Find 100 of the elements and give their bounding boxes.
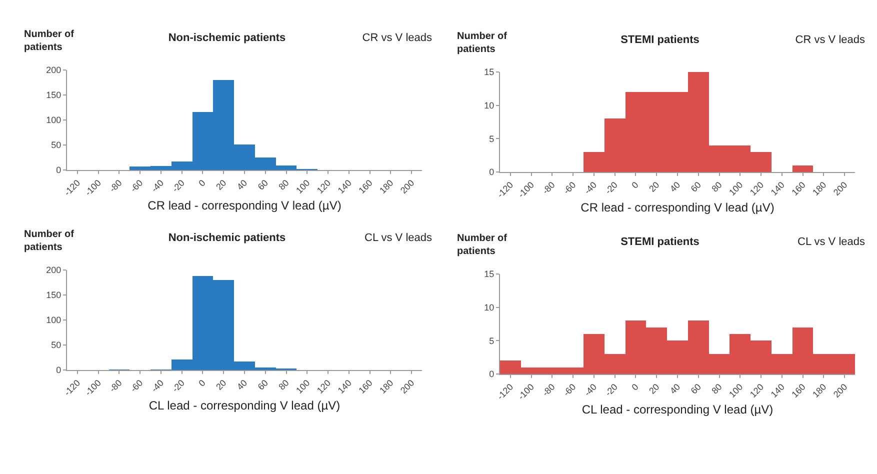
x-tick-label: -80 [108,178,124,194]
x-tick-label: 80 [276,178,291,192]
x-tick-label: -120 [495,180,516,200]
x-tick-label: 120 [314,178,333,196]
x-tick-label: 60 [256,178,270,192]
x-tick-label: -80 [108,378,124,394]
x-tick-label: -40 [149,378,166,394]
x-tick-label: 200 [831,382,850,400]
y-tick-label: 10 [484,100,494,110]
x-tick-label: -80 [540,382,557,398]
x-tick-label: 120 [314,378,333,396]
chart-title: STEMI patients [620,236,700,248]
x-tick-label: 100 [294,178,312,196]
x-tick-label: 60 [256,378,270,392]
x-tick-label: 0 [196,378,208,388]
y-tick-label: 10 [484,302,494,312]
x-tick-label: -20 [170,378,186,394]
y-tick-label: 150 [46,290,62,300]
chart-title: Non-ischemic patients [167,32,287,44]
x-tick-label: 200 [831,180,850,198]
y-tick-label: 50 [51,340,62,350]
y-axis-title: Number of patients [457,232,508,258]
y-tick-label: 0 [56,365,62,376]
chart-title: Non-ischemic patients [167,232,287,244]
x-tick-label: 40 [234,378,250,392]
x-tick-label: -60 [561,382,578,398]
x-axis-title: CL lead - corresponding V lead (µV) [582,402,774,417]
x-tick-label: 0 [630,180,640,190]
x-tick-label: -20 [603,382,620,398]
x-tick-label: -80 [540,180,557,196]
y-tick-label: 15 [484,67,494,78]
y-tick-label: 200 [46,65,62,76]
x-tick-label: -60 [128,178,145,194]
x-tick-label: -120 [62,178,82,198]
chart-title: STEMI patients [620,34,700,46]
y-tick-label: 200 [46,265,62,276]
x-tick-label: 0 [630,382,640,392]
x-tick-label: 160 [356,178,374,196]
x-tick-label: 140 [768,382,787,400]
x-axis-title: CR lead - corresponding V lead (µV) [148,198,342,213]
x-tick-label: -100 [516,382,536,402]
y-tick-label: 0 [489,369,494,380]
x-tick-label: -120 [495,382,516,402]
text: CL vs V leads [364,232,432,244]
x-tick-label: 180 [810,180,828,198]
x-tick-label: 20 [647,382,662,396]
x-tick-label: -20 [603,180,620,196]
x-tick-label: 40 [668,180,682,194]
y-tick-label: 50 [51,140,62,150]
x-tick-label: -100 [83,378,103,398]
y-tick-label: 100 [46,115,62,126]
x-tick-label: 120 [748,382,766,400]
x-tick-label: 60 [688,180,703,194]
x-tick-label: 40 [668,382,682,396]
x-tick-label: 180 [378,378,396,396]
text: CL vs V leads [798,236,865,248]
bar [792,165,814,172]
y-tick-label: 0 [489,167,494,178]
x-tick-label: 120 [748,180,766,198]
x-tick-label: -20 [170,178,186,194]
x-tick-label: -40 [582,180,599,196]
y-tick-label: 5 [489,336,494,346]
x-tick-label: 100 [294,378,312,396]
x-tick-label: 200 [398,178,416,196]
y-axis-title: Number of patients [24,228,75,254]
x-tick-label: 200 [398,378,416,396]
x-tick-label: 140 [768,180,787,198]
x-tick-label: 160 [790,382,808,400]
x-tick-label: 80 [276,378,291,392]
x-tick-label: 80 [710,382,724,396]
x-tick-label: 140 [336,178,354,196]
x-tick-label: -40 [149,178,166,194]
x-tick-label: -120 [62,378,82,398]
y-tick-label: 150 [46,90,62,100]
y-axis-title: Number of patients [24,28,75,54]
x-tick-label: -40 [582,382,599,398]
x-tick-label: 80 [710,180,724,194]
y-tick-label: 100 [46,315,62,326]
x-tick-label: 100 [727,180,745,198]
x-tick-label: 160 [790,180,808,198]
x-tick-label: -60 [128,378,145,394]
x-tick-label: 100 [727,382,745,400]
x-tick-label: 140 [336,378,354,396]
x-tick-label: 60 [688,382,703,396]
x-tick-label: -100 [516,180,536,200]
x-tick-label: 180 [378,178,396,196]
x-axis-title: CL lead - corresponding V lead (µV) [148,398,340,413]
text: CR vs V leads [795,34,865,46]
x-tick-label: 180 [810,382,828,400]
y-axis-title: Number of patients [457,30,508,56]
x-axis-title: CR lead - corresponding V lead (µV) [580,200,774,215]
text: CR vs V leads [362,32,432,44]
x-tick-label: 20 [214,178,228,192]
x-tick-label: -60 [561,180,578,196]
y-tick-label: 0 [56,165,62,176]
x-tick-label: 40 [234,178,250,192]
x-tick-label: 20 [647,180,662,194]
y-tick-label: 5 [489,134,494,144]
x-tick-label: 0 [196,178,208,188]
y-tick-label: 15 [484,269,494,280]
